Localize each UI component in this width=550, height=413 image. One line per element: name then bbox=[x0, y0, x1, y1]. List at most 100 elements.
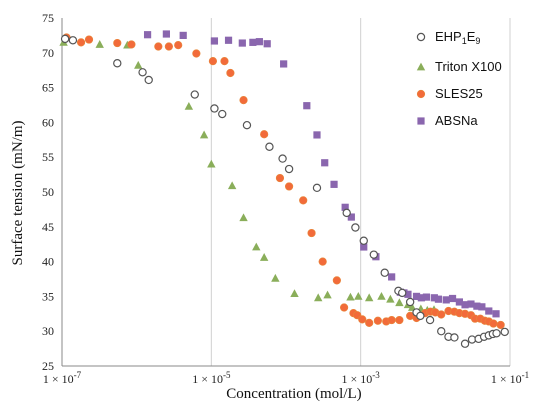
x-tick-labels: 1 × 10-7 1 × 10-5 1 × 10-3 1 × 10-1 bbox=[43, 370, 529, 386]
x-tick-label: 1 × 10-5 bbox=[192, 370, 231, 386]
data-point bbox=[330, 180, 338, 188]
data-point bbox=[398, 288, 407, 298]
data-point bbox=[278, 154, 287, 163]
data-point bbox=[485, 307, 493, 315]
y-tick-label: 35 bbox=[42, 289, 54, 303]
data-point bbox=[323, 290, 332, 299]
data-point bbox=[239, 96, 248, 105]
data-point bbox=[303, 102, 311, 110]
data-point bbox=[127, 40, 136, 49]
data-point bbox=[290, 289, 299, 298]
data-point bbox=[386, 294, 395, 303]
data-point bbox=[144, 75, 153, 85]
y-tick-label: 75 bbox=[42, 11, 54, 25]
data-point bbox=[422, 293, 431, 301]
data-point bbox=[210, 37, 219, 45]
data-point bbox=[249, 38, 257, 46]
data-point bbox=[365, 318, 374, 327]
y-tick-label: 30 bbox=[42, 324, 54, 338]
legend-marker bbox=[416, 62, 426, 71]
y-tick-label: 65 bbox=[42, 81, 54, 95]
data-point bbox=[307, 228, 316, 238]
data-point bbox=[492, 310, 500, 318]
data-point bbox=[238, 39, 246, 47]
legend-marker bbox=[416, 32, 426, 42]
data-point bbox=[478, 303, 486, 311]
data-point bbox=[190, 90, 199, 99]
legend: EHP1E9 Triton X100 SLES25 ABSNa bbox=[416, 29, 502, 128]
data-point bbox=[412, 292, 421, 300]
data-point bbox=[430, 294, 438, 302]
data-point bbox=[299, 196, 308, 205]
data-point bbox=[255, 38, 263, 46]
data-point bbox=[68, 36, 78, 45]
data-point bbox=[220, 57, 229, 66]
data-point bbox=[218, 109, 227, 119]
data-point bbox=[242, 120, 252, 130]
data-point bbox=[208, 57, 218, 66]
data-point bbox=[314, 293, 323, 302]
data-point bbox=[341, 203, 349, 211]
legend-marker bbox=[416, 89, 426, 99]
data-point bbox=[265, 142, 274, 151]
data-point bbox=[340, 303, 349, 312]
data-point bbox=[184, 101, 194, 110]
data-markers bbox=[59, 30, 509, 348]
data-point bbox=[192, 49, 201, 58]
data-point bbox=[369, 250, 379, 259]
data-point bbox=[138, 68, 147, 77]
data-point bbox=[263, 40, 271, 48]
data-point bbox=[500, 327, 509, 337]
data-point bbox=[113, 38, 122, 48]
data-point bbox=[275, 173, 285, 183]
x-tick-label: 1 × 10-1 bbox=[491, 370, 529, 386]
data-point bbox=[489, 319, 498, 328]
data-point bbox=[450, 333, 459, 342]
data-point bbox=[210, 104, 219, 113]
data-point bbox=[224, 36, 233, 44]
x-axis-label: Concentration (mol/L) bbox=[226, 386, 361, 402]
data-point bbox=[364, 293, 374, 302]
y-tick-label: 40 bbox=[42, 255, 54, 269]
legend-label: EHP1E9 bbox=[435, 29, 480, 46]
y-tick-label: 55 bbox=[42, 150, 54, 164]
data-point bbox=[395, 298, 404, 307]
data-point bbox=[437, 310, 446, 319]
data-point bbox=[95, 40, 104, 48]
data-point bbox=[259, 253, 269, 261]
data-point bbox=[434, 295, 443, 303]
data-point bbox=[284, 164, 294, 174]
data-point bbox=[174, 41, 183, 50]
data-point bbox=[395, 315, 404, 325]
data-point bbox=[473, 302, 481, 310]
y-tick-label: 50 bbox=[42, 185, 54, 199]
data-point bbox=[207, 159, 216, 168]
data-point bbox=[388, 273, 396, 281]
data-point bbox=[318, 257, 327, 266]
data-point bbox=[416, 311, 425, 321]
data-point bbox=[347, 213, 355, 221]
data-point bbox=[280, 60, 288, 68]
data-point bbox=[442, 296, 450, 304]
data-point bbox=[425, 315, 435, 325]
data-point bbox=[404, 290, 412, 298]
data-point bbox=[460, 339, 470, 348]
data-point bbox=[417, 294, 425, 302]
data-point bbox=[448, 294, 457, 303]
series-ehp bbox=[60, 34, 509, 348]
data-point bbox=[492, 329, 501, 338]
data-point bbox=[437, 327, 446, 336]
y-tick-labels: 25 30 35 40 45 50 55 60 65 70 75 bbox=[42, 11, 54, 373]
data-point bbox=[359, 236, 368, 245]
y-axis-label: Surface tension (mN/m) bbox=[10, 121, 26, 266]
data-point bbox=[154, 42, 163, 51]
series-sles25 bbox=[62, 33, 505, 330]
data-point bbox=[405, 297, 415, 307]
data-point bbox=[377, 292, 386, 300]
data-point bbox=[113, 59, 122, 68]
data-point bbox=[199, 130, 209, 139]
data-point bbox=[360, 243, 368, 251]
data-point bbox=[76, 38, 86, 47]
